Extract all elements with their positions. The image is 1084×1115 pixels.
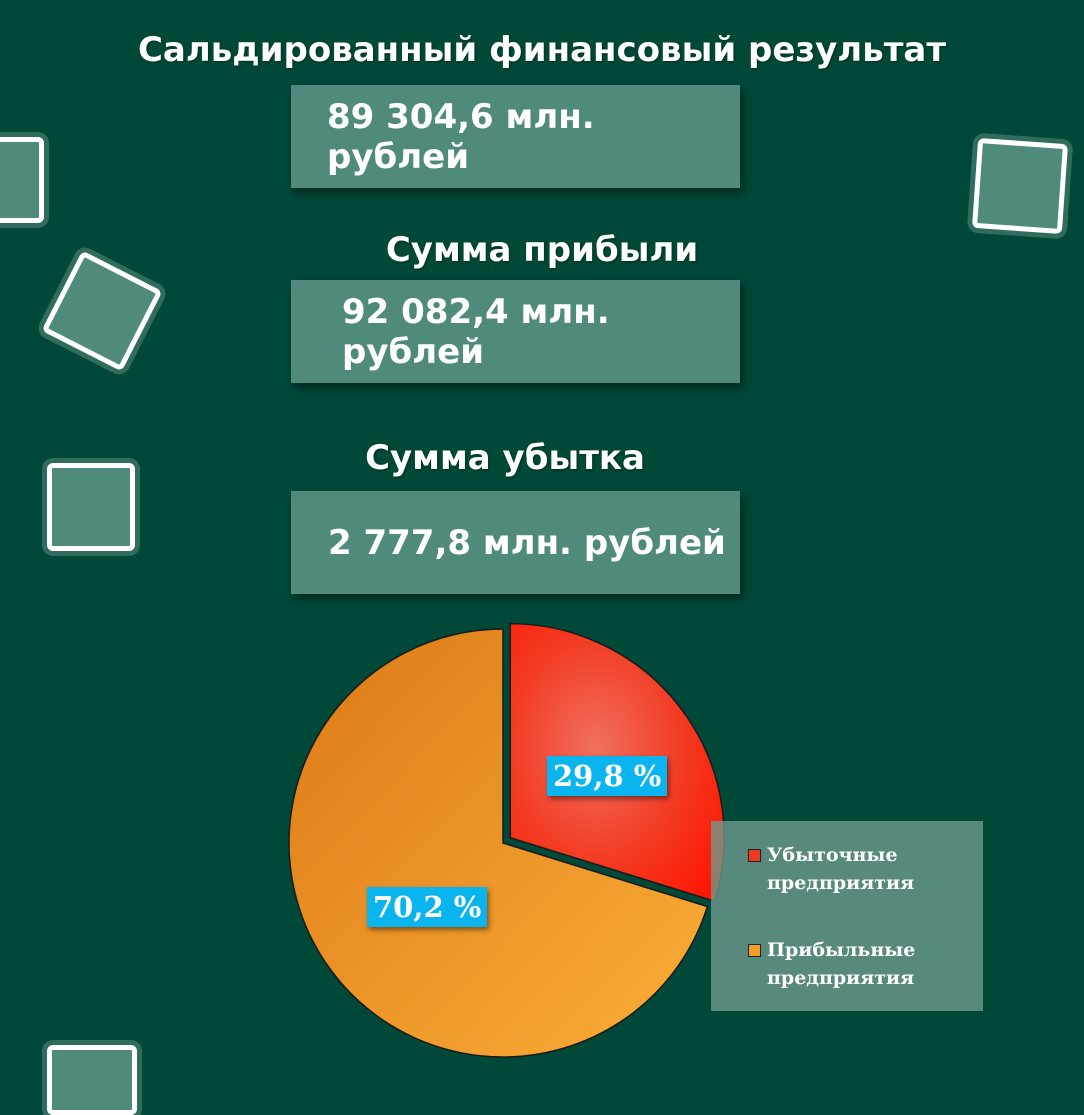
data-label-profit: 70,2 % [367, 887, 488, 927]
net-financial-result-title: Сальдированный финансовый результат [137, 30, 947, 70]
legend-item-loss: Убыточные предприятия [748, 841, 977, 897]
legend-label-profit: Прибыльные предприятия [767, 939, 916, 989]
loss-sum-title: Сумма убытка [365, 438, 645, 478]
decorative-square-left-top [0, 137, 44, 223]
chart-legend: Убыточные предприятия Прибыльные предпри… [711, 821, 983, 1011]
legend-label-loss: Убыточные предприятия [767, 844, 915, 894]
pie-slice-profit [288, 628, 709, 1058]
net-financial-result-value-text: 89 304,6 млн. рублей [327, 96, 595, 177]
profit-sum-title: Сумма прибыли [385, 230, 699, 270]
profit-sum-value-text: 92 082,4 млн. рублей [342, 291, 610, 372]
decorative-square-left-middle [47, 463, 135, 551]
data-label-loss: 29,8 % [547, 756, 668, 796]
loss-sum-value: 2 777,8 млн. рублей [291, 491, 740, 594]
profit-sum-value: 92 082,4 млн. рублей [291, 280, 740, 383]
loss-sum-value-text: 2 777,8 млн. рублей [328, 522, 726, 563]
legend-swatch-profit [748, 944, 761, 957]
legend-item-profit: Прибыльные предприятия [748, 936, 977, 992]
net-financial-result-value: 89 304,6 млн. рублей [291, 85, 740, 188]
legend-swatch-loss [748, 849, 761, 862]
